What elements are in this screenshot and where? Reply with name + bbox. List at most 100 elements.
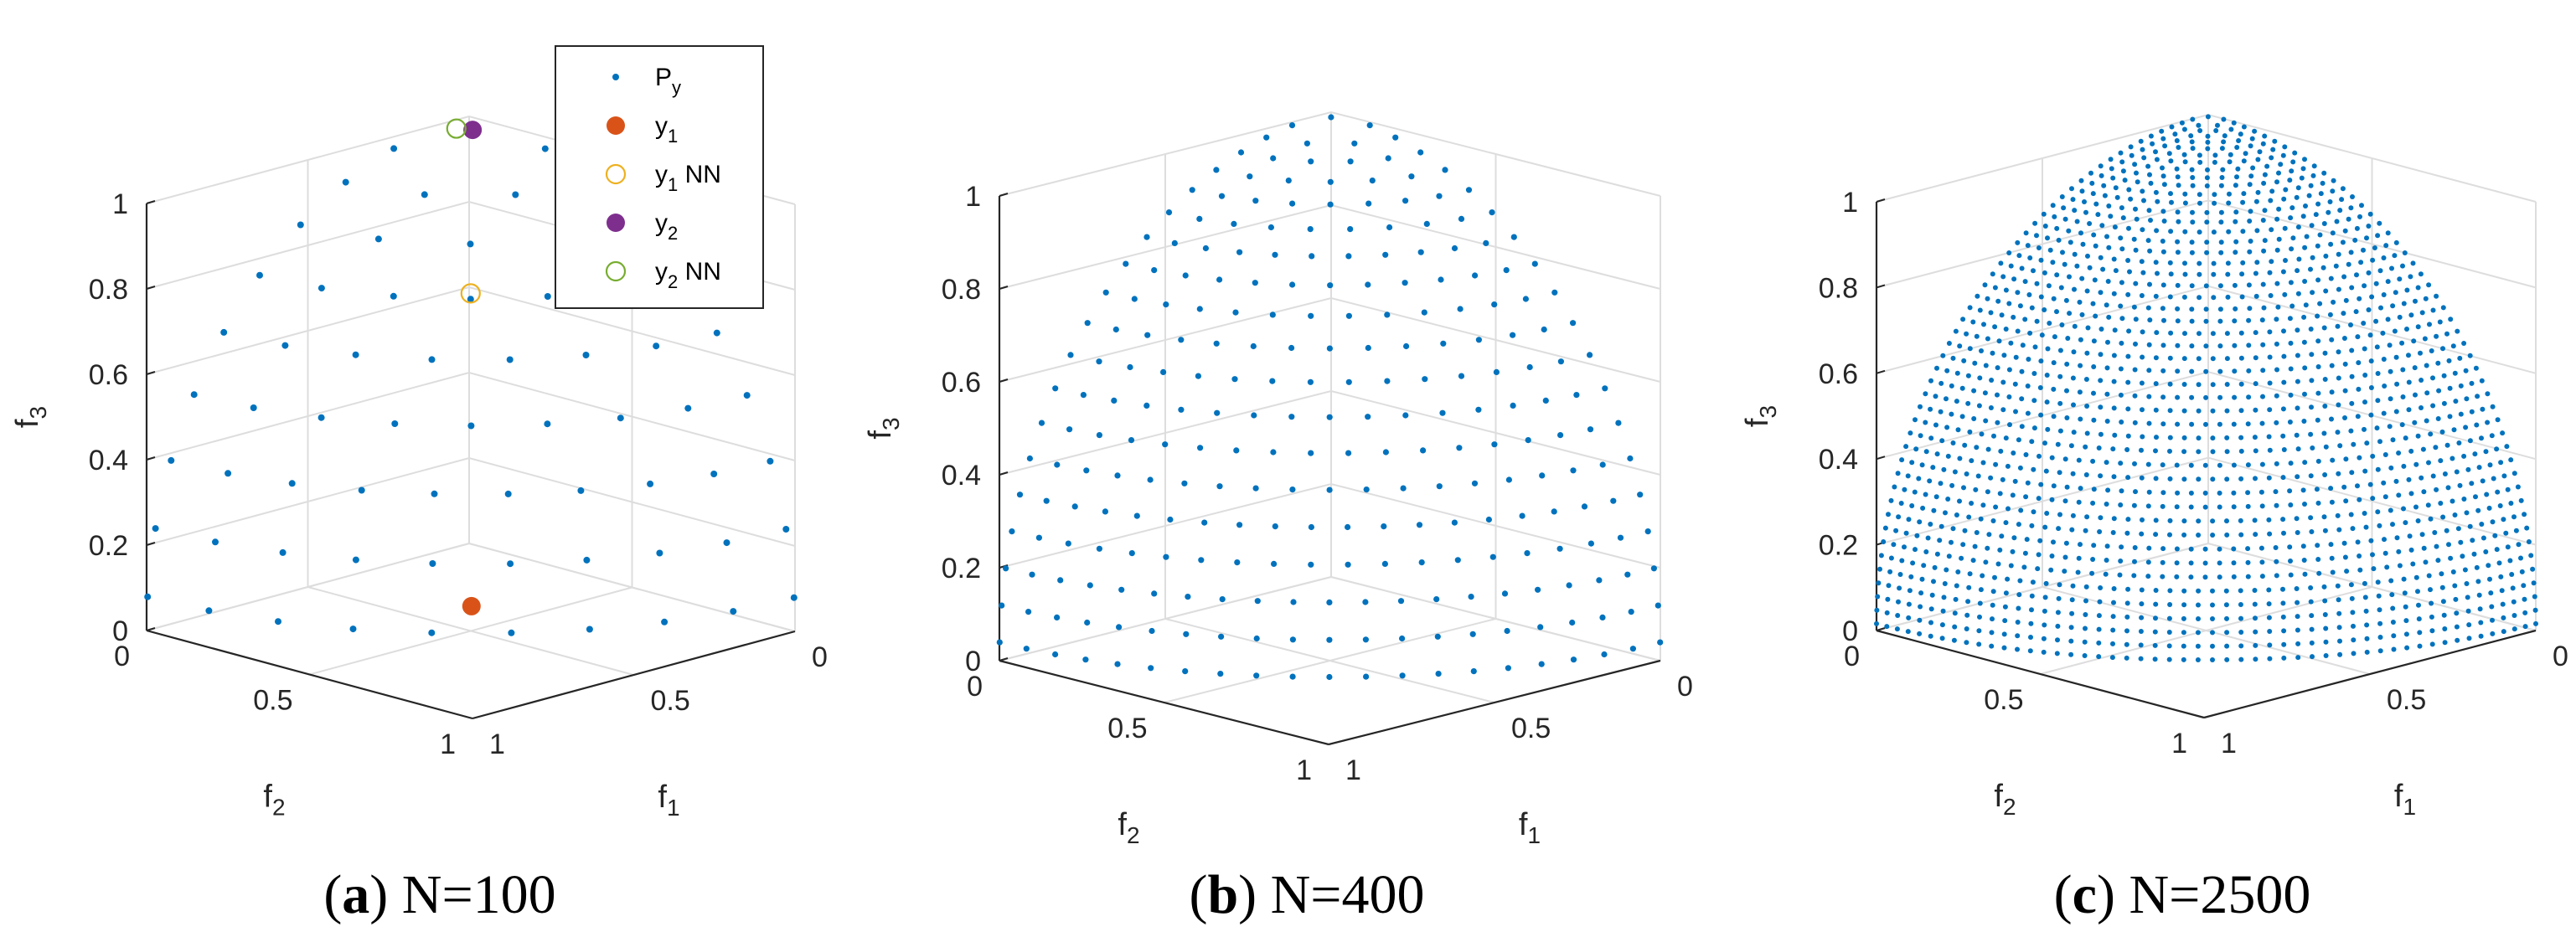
pareto-point bbox=[2427, 322, 2432, 327]
legend-label-base: y bbox=[655, 209, 668, 237]
pareto-point bbox=[2202, 574, 2208, 580]
pareto-point bbox=[2396, 492, 2402, 498]
f1-axis-label-base: f bbox=[2394, 779, 2403, 814]
pareto-point bbox=[2278, 162, 2284, 167]
pareto-point bbox=[2343, 297, 2349, 303]
pareto-point bbox=[2001, 645, 2007, 651]
pareto-point bbox=[2315, 243, 2320, 249]
pareto-point bbox=[2097, 529, 2103, 534]
pareto-point bbox=[2057, 348, 2063, 353]
pareto-point bbox=[684, 404, 692, 412]
pareto-point bbox=[647, 480, 654, 487]
pareto-point bbox=[1946, 553, 1952, 559]
pareto-point bbox=[2322, 612, 2328, 617]
pareto-point bbox=[2224, 356, 2230, 362]
pareto-point bbox=[2327, 199, 2333, 204]
pareto-point bbox=[2339, 197, 2345, 203]
pareto-point bbox=[2231, 490, 2237, 496]
pareto-point bbox=[2074, 219, 2080, 224]
pareto-point bbox=[2232, 282, 2238, 288]
pareto-point bbox=[582, 352, 590, 358]
pareto-point bbox=[1143, 402, 1150, 409]
pareto-point bbox=[2416, 616, 2422, 622]
pareto-point bbox=[2264, 163, 2270, 169]
pareto-point bbox=[2315, 417, 2320, 423]
pareto-point bbox=[2322, 377, 2328, 382]
pareto-point bbox=[2195, 630, 2201, 636]
pareto-point bbox=[2133, 317, 2139, 322]
pareto-point bbox=[2219, 175, 2225, 180]
pareto-point bbox=[1326, 345, 1333, 352]
pareto-point bbox=[2140, 188, 2145, 194]
pareto-point bbox=[1347, 158, 1354, 165]
pareto-point bbox=[2210, 588, 2215, 594]
pareto-point bbox=[2471, 551, 2477, 557]
pareto-point bbox=[281, 342, 289, 349]
pareto-point bbox=[1167, 516, 1174, 523]
pareto-point bbox=[1402, 280, 1408, 286]
pareto-point bbox=[2111, 586, 2117, 591]
pareto-point bbox=[2490, 404, 2496, 409]
pareto-point bbox=[1326, 414, 1333, 420]
pareto-point bbox=[2315, 313, 2320, 319]
pareto-point bbox=[2362, 373, 2368, 378]
pareto-point bbox=[2111, 474, 2117, 480]
pareto-point bbox=[1980, 460, 1986, 466]
f2-axis-label: f2 bbox=[263, 780, 285, 821]
pareto-point bbox=[2203, 318, 2209, 324]
pareto-point bbox=[2469, 409, 2475, 414]
pareto-point bbox=[2096, 445, 2102, 450]
pareto-point bbox=[2406, 379, 2412, 385]
pareto-point bbox=[2403, 631, 2409, 637]
pareto-point bbox=[2381, 410, 2387, 416]
pareto-point bbox=[2505, 487, 2511, 492]
pareto-point bbox=[2134, 216, 2140, 222]
pareto-point bbox=[2267, 270, 2273, 275]
pareto-point bbox=[2393, 354, 2399, 360]
pareto-point bbox=[2006, 250, 2012, 255]
pareto-point bbox=[2444, 442, 2450, 448]
pareto-point bbox=[1382, 449, 1389, 456]
pareto-point bbox=[2381, 255, 2387, 260]
pareto-point bbox=[2288, 215, 2294, 221]
f2-tick-label: 0.5 bbox=[1984, 684, 2023, 716]
pareto-point bbox=[2487, 576, 2492, 582]
pareto-point bbox=[2219, 146, 2225, 152]
pareto-point bbox=[2435, 360, 2441, 366]
pareto-point bbox=[2160, 462, 2166, 468]
f3-tick-label: 0.8 bbox=[942, 274, 981, 306]
pareto-point bbox=[2070, 197, 2076, 203]
pareto-point bbox=[1957, 498, 1962, 504]
pareto-point bbox=[2025, 480, 2031, 486]
pareto-point bbox=[2238, 643, 2244, 649]
pareto-point bbox=[2189, 306, 2195, 312]
pareto-point bbox=[2261, 180, 2267, 186]
pareto-point bbox=[2349, 470, 2355, 476]
pareto-point bbox=[2267, 407, 2273, 413]
pareto-point bbox=[2231, 120, 2237, 126]
pareto-point bbox=[2160, 136, 2166, 142]
pareto-point bbox=[2513, 528, 2519, 533]
pareto-point bbox=[2078, 416, 2083, 422]
pareto-point bbox=[1998, 448, 2004, 454]
pareto-point bbox=[2043, 468, 2049, 474]
f2-axis-line bbox=[146, 629, 473, 720]
pareto-point bbox=[2252, 601, 2258, 607]
pareto-point bbox=[1551, 508, 1557, 515]
pareto-point bbox=[2308, 431, 2314, 437]
pareto-point bbox=[2387, 342, 2393, 348]
pareto-point bbox=[2295, 291, 2301, 296]
pareto-point bbox=[2011, 535, 2017, 541]
pareto-point bbox=[2175, 209, 2181, 215]
pareto-point bbox=[1952, 610, 1958, 616]
f3-tick-mark bbox=[1876, 369, 1886, 374]
pareto-point bbox=[2267, 447, 2273, 453]
pareto-point bbox=[1929, 592, 1935, 598]
f3-tick-label: 0.6 bbox=[1819, 358, 1858, 390]
pareto-point bbox=[2315, 543, 2320, 548]
pareto-point bbox=[2083, 626, 2088, 631]
pareto-point bbox=[2138, 656, 2144, 662]
pareto-point bbox=[2215, 122, 2220, 128]
pareto-point bbox=[2253, 198, 2259, 204]
pareto-point bbox=[1570, 656, 1577, 663]
